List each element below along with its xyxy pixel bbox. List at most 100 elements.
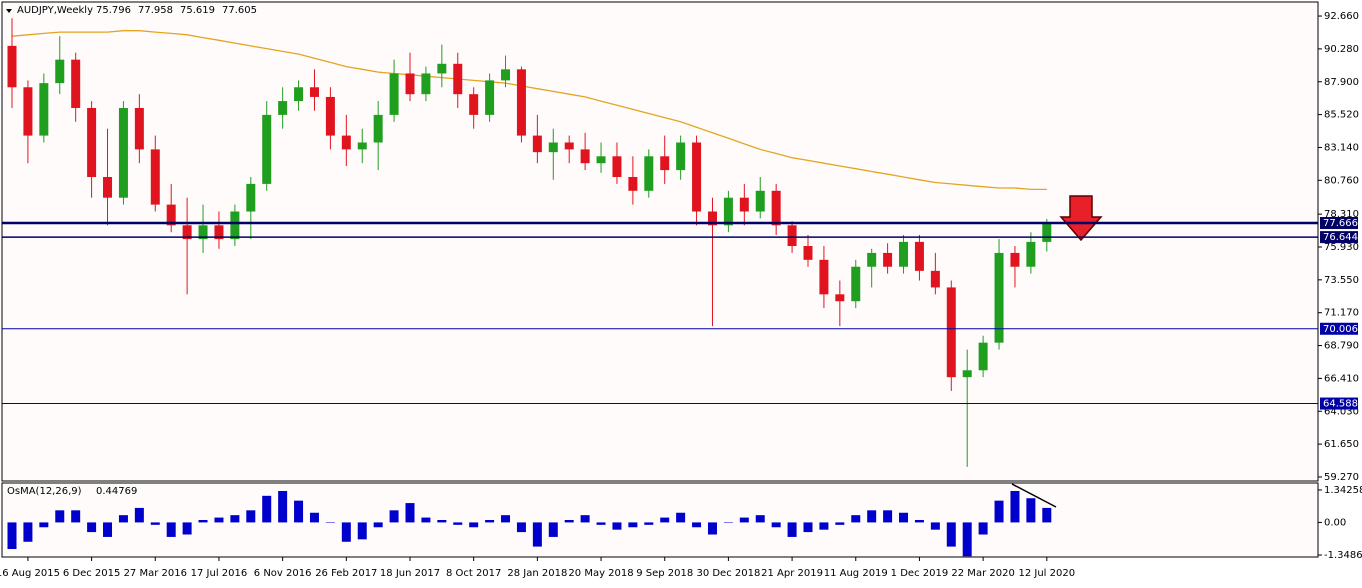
- candle-body: [548, 142, 558, 153]
- level-label-box: [1320, 217, 1358, 230]
- osma-bar: [596, 522, 606, 525]
- candle-body: [421, 73, 431, 95]
- osma-bar: [150, 522, 160, 525]
- x-tick-label: 1 Dec 2019: [891, 568, 949, 579]
- candle-body: [357, 142, 367, 150]
- level-label: 77.666: [1323, 218, 1358, 229]
- osma-bar: [437, 520, 447, 523]
- candle-body: [278, 101, 288, 115]
- osma-bar: [357, 522, 367, 540]
- candle-body: [899, 241, 909, 267]
- candle-body: [437, 63, 447, 74]
- candle-body: [930, 270, 940, 288]
- osma-bar: [660, 517, 670, 523]
- symbol: AUDJPY,Weekly: [17, 5, 93, 16]
- osma-bar: [628, 522, 638, 528]
- osma-bar: [39, 522, 49, 528]
- candle-body: [214, 225, 224, 240]
- candle-body: [134, 107, 144, 150]
- osma-bar: [1010, 490, 1020, 523]
- candle-body: [341, 135, 351, 150]
- x-tick-label: 17 Jul 2016: [191, 568, 248, 579]
- osma-bar: [899, 512, 909, 523]
- osma-bar: [835, 522, 845, 525]
- quote-open: 75.796: [96, 5, 131, 16]
- candle-body: [676, 142, 686, 171]
- osma-bar: [723, 522, 733, 523]
- osma-bar: [389, 510, 399, 523]
- candle-body: [946, 287, 956, 378]
- x-tick-label: 21 Apr 2019: [761, 568, 823, 579]
- candle-body: [182, 225, 192, 240]
- candle-body: [485, 80, 495, 115]
- osma-bar: [851, 515, 861, 523]
- indicator-y-tick-label: -1.34861: [1324, 550, 1362, 561]
- moving-average: [11, 30, 1047, 191]
- osma-bar: [87, 522, 97, 533]
- level-label: 64.588: [1323, 399, 1358, 410]
- x-tick-label: 18 Jun 2017: [380, 568, 440, 579]
- x-tick-label: 9 Sep 2018: [636, 568, 693, 579]
- quote-low: 75.619: [180, 5, 215, 16]
- candle-body: [71, 59, 81, 108]
- candle-body: [580, 149, 590, 164]
- x-tick-label: 8 Oct 2017: [446, 568, 501, 579]
- x-tick-label: 12 Jul 2020: [1018, 568, 1075, 579]
- x-tick-label: 16 Aug 2015: [0, 568, 60, 579]
- osma-bar: [787, 522, 797, 537]
- candle-body: [1042, 223, 1052, 242]
- osma-bar: [739, 517, 749, 523]
- osma-bar: [516, 522, 526, 533]
- candle-body: [707, 211, 717, 226]
- osma-bar: [118, 515, 128, 523]
- osma-bar: [930, 522, 940, 530]
- candle-body: [262, 114, 272, 184]
- osma-bar: [134, 507, 144, 523]
- y-tick-label: 87.900: [1324, 77, 1359, 88]
- candle-body: [325, 96, 335, 136]
- candle-body: [389, 73, 399, 115]
- osma-bar: [548, 522, 558, 537]
- osma-bar: [230, 515, 240, 523]
- y-tick-label: 78.310: [1324, 209, 1359, 220]
- x-tick-label: 22 Mar 2020: [951, 568, 1014, 579]
- osma-bar: [453, 522, 463, 525]
- osma-bar: [262, 495, 272, 523]
- x-tick-label: 26 Feb 2017: [315, 568, 377, 579]
- candle-body: [851, 266, 861, 302]
- osma-bar: [341, 522, 351, 542]
- y-tick-label: 85.520: [1324, 110, 1359, 121]
- candle-body: [835, 294, 845, 302]
- osma-bar: [962, 522, 972, 557]
- osma-bar: [23, 522, 33, 542]
- trend-line: [1011, 483, 1057, 508]
- y-tick-label: 75.930: [1324, 242, 1359, 253]
- candle-body: [692, 142, 702, 212]
- candle-body: [660, 156, 670, 171]
- candle-body: [118, 107, 128, 198]
- quote-close: 77.605: [222, 5, 257, 16]
- candle-body: [755, 190, 765, 212]
- candle-body: [914, 241, 924, 271]
- candle-body: [978, 342, 988, 371]
- indicator-y-tick-label: 1.34258: [1324, 485, 1362, 496]
- candle-body: [1010, 252, 1020, 267]
- osma-bar: [707, 522, 717, 535]
- osma-bar: [676, 512, 686, 523]
- candle-body: [294, 87, 304, 102]
- candle-body: [166, 204, 176, 226]
- x-tick-label: 30 Dec 2018: [696, 568, 760, 579]
- candle-body: [87, 107, 97, 177]
- y-tick-label: 92.660: [1324, 11, 1359, 22]
- y-tick-label: 59.270: [1324, 472, 1359, 483]
- main-panel: [1, 1, 1319, 482]
- x-tick-label: 6 Dec 2015: [63, 568, 121, 579]
- x-tick-label: 6 Nov 2016: [254, 568, 312, 579]
- osma-bar: [309, 512, 319, 523]
- candle-body: [309, 87, 319, 97]
- osma-bar: [771, 522, 781, 528]
- candle-body: [564, 142, 574, 150]
- marks: [7, 18, 1052, 557]
- osma-bar: [278, 490, 288, 523]
- osma-bar: [246, 510, 256, 523]
